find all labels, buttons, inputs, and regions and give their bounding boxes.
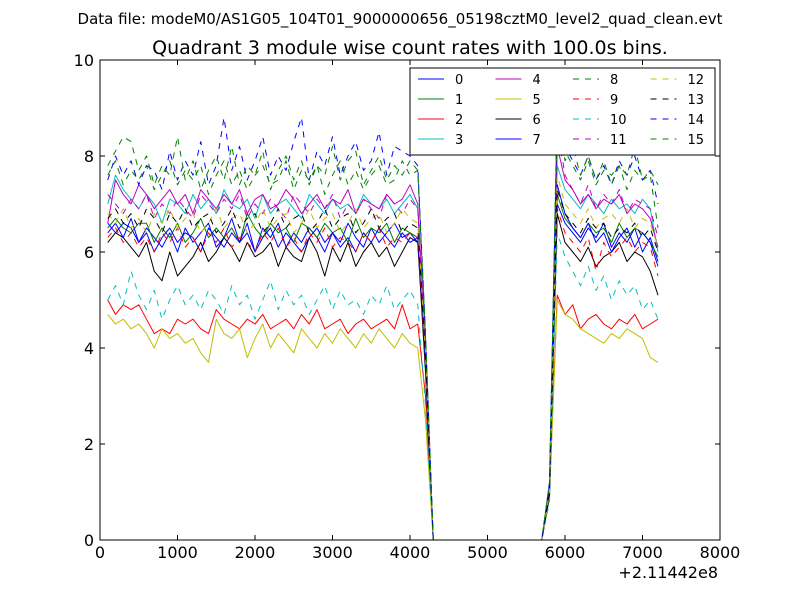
legend-label-0: 0 [455,73,463,88]
x-tick-label: 0 [95,543,105,562]
y-tick-label: 0 [84,531,94,550]
series-line-0 [107,203,659,541]
chart-title: Quadrant 3 module wise count rates with … [152,37,668,59]
series-line-13 [107,189,659,541]
legend-box [409,67,716,156]
series-line-3 [107,165,659,541]
legend-label-15: 15 [688,133,705,148]
y-tick-label: 6 [84,243,94,262]
series-line-15 [107,117,659,541]
legend-label-11: 11 [610,133,627,148]
x-tick-label: 6000 [545,543,586,562]
x-tick-label: 1000 [157,543,198,562]
x-tick-label: 3000 [312,543,353,562]
y-tick-label: 8 [84,147,94,166]
series-line-9 [107,208,659,541]
series-line-5 [107,299,659,541]
legend-label-1: 1 [455,93,463,108]
legend-label-9: 9 [610,93,618,108]
series-line-1 [107,193,659,541]
legend-label-8: 8 [610,73,618,88]
x-tick-label: 2000 [235,543,276,562]
legend-label-14: 14 [688,113,705,128]
x-axis-offset-label: +2.11442e8 [618,563,718,582]
x-tick-label: 4000 [390,543,431,562]
legend-label-3: 3 [455,133,463,148]
series-line-11 [107,126,659,541]
plot-frame [99,59,721,541]
y-tick-label: 2 [84,435,94,454]
legend-label-13: 13 [688,93,705,108]
legend-label-4: 4 [533,73,541,88]
series-line-12 [107,174,659,541]
legend-label-2: 2 [455,113,463,128]
chart-suptitle: Data file: modeM0/AS1G05_104T01_90000006… [78,10,723,29]
series-line-4 [107,145,659,541]
series-line-2 [107,294,659,541]
x-tick-label: 5000 [467,543,508,562]
x-tick-label: 7000 [622,543,663,562]
legend-label-5: 5 [533,93,541,108]
y-tick-label: 4 [84,339,94,358]
x-tick-label: 8000 [700,543,741,562]
y-tick-label: 10 [74,51,94,70]
legend-label-12: 12 [688,73,705,88]
legend-label-7: 7 [533,133,541,148]
legend-label-6: 6 [533,113,541,128]
legend-label-10: 10 [610,113,627,128]
series-line-6 [107,213,659,541]
